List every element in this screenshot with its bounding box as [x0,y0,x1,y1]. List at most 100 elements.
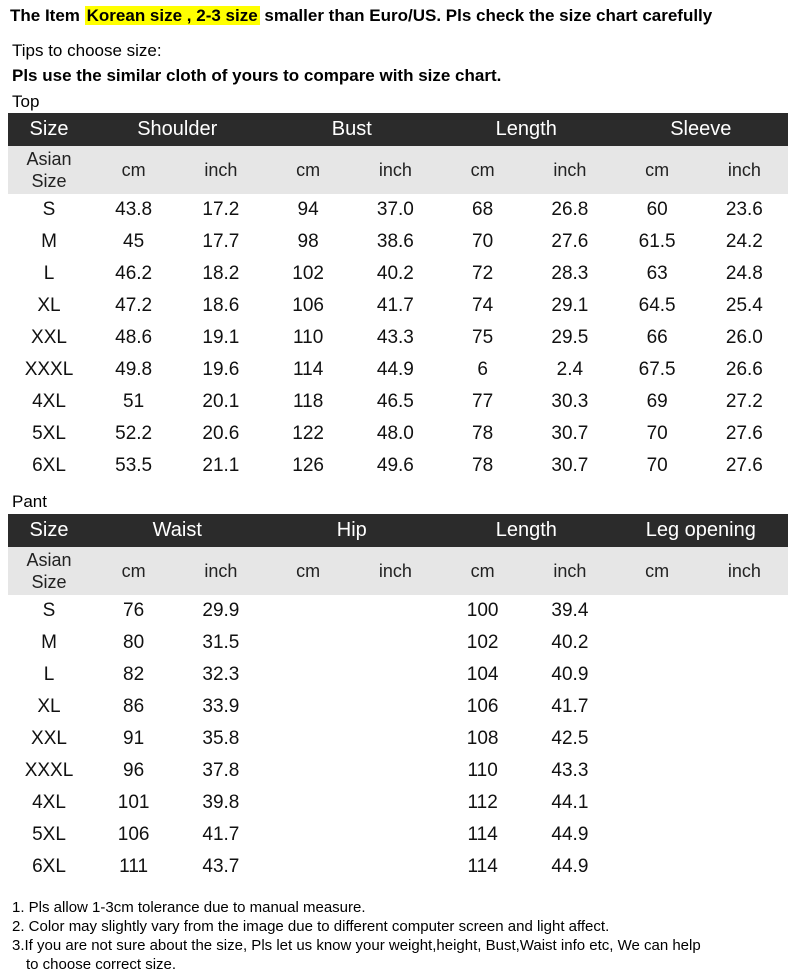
value-cell: 29.5 [551,327,589,348]
size-cell: 5XL [32,423,66,444]
size-cell: M [41,632,57,653]
asian-size-word: Size [31,572,67,592]
value-cell: 42.5 [551,728,589,749]
unit-label: inch [351,547,440,595]
value-cell: 32.3 [202,664,240,685]
unit-row: Asian Size cm inch cm inch cm inch cm inch [8,547,789,595]
value-cell: 112 [467,792,498,813]
value-cell: 6 [477,359,488,380]
value-cell: 41.7 [551,696,589,717]
value-cell: 49.8 [115,359,153,380]
value-cell: 33.9 [202,696,240,717]
table-row: 6XL 111 43.7 114 44.9 [8,851,788,883]
unit-label: cm [264,146,352,194]
size-cell: 6XL [32,856,66,877]
value-cell: 60 [646,199,668,220]
value-cell: 118 [292,391,324,412]
value-cell [701,659,788,691]
value-cell: 30.3 [551,391,589,412]
value-cell: 24.8 [725,263,763,284]
value-cell: 24.2 [725,231,763,252]
unit-label: inch [177,547,265,595]
value-cell: 46.5 [376,391,414,412]
value-cell: 28.3 [551,263,589,284]
unit-label: cm [439,146,527,194]
column-header: Size [8,514,90,547]
note-3: 3.If you are not sure about the size, Pl… [12,937,701,954]
value-cell: 75 [472,327,494,348]
value-cell: 100 [466,600,499,621]
value-cell [265,755,352,787]
value-cell: 17.2 [202,199,240,220]
value-cell: 96 [123,760,145,781]
value-cell: 76 [123,600,145,621]
value-cell [352,659,439,691]
value-cell: 101 [117,792,150,813]
value-cell: 53.5 [115,455,153,476]
value-cell: 44.9 [376,359,414,380]
note-3-continued: to choose correct size. [26,956,177,973]
value-cell: 2.4 [556,359,584,380]
value-cell: 43.3 [551,760,589,781]
value-cell: 25.4 [725,295,763,316]
value-cell: 63 [646,263,668,284]
value-cell: 44.9 [551,824,589,845]
value-cell: 26.8 [551,199,589,220]
value-cell: 104 [466,664,499,685]
table-row: S 43.8 17.2 94 37.0 68 26.8 60 23.6 [8,194,788,226]
asian-size-word: Asian [26,550,72,570]
table-row: 5XL 106 41.7 114 44.9 [8,819,788,851]
value-cell [701,755,788,787]
value-cell: 106 [117,824,150,845]
value-cell [701,723,788,755]
value-cell: 78 [472,455,494,476]
unit-label: inch [177,146,265,194]
column-header: Hip [264,514,440,547]
column-header: Length [439,514,614,547]
size-cell: 4XL [32,391,66,412]
value-cell: 27.2 [725,391,763,412]
asian-size-word: Asian [26,149,72,169]
column-header: Size [8,113,90,146]
header-row: Size Waist Hip Length Leg opening [8,514,789,547]
value-cell: 122 [292,423,324,444]
tips-instruction: Pls use the similar cloth of yours to co… [12,66,502,85]
value-cell [352,787,439,819]
value-cell [265,787,352,819]
value-cell: 31.5 [202,632,240,653]
value-cell: 49.6 [376,455,414,476]
value-cell: 26.0 [725,327,763,348]
value-cell: 30.7 [551,423,589,444]
size-cell: XL [37,696,61,717]
unit-row: Asian Size cm inch cm inch cm inch cm inch [8,146,789,194]
value-cell [352,819,439,851]
size-cell: XL [37,295,61,316]
table-row: 4XL 51 20.1 118 46.5 77 30.3 69 27.2 [8,386,788,418]
value-cell [701,819,788,851]
value-cell: 26.6 [725,359,763,380]
tips-title: Tips to choose size: [12,41,162,60]
value-cell: 68 [472,199,494,220]
table-row: 6XL 53.5 21.1 126 49.6 78 30.7 70 27.6 [8,450,788,482]
value-cell: 86 [123,696,145,717]
value-cell [265,659,352,691]
note-2: 2. Color may slightly vary from the imag… [12,918,610,935]
value-cell: 40.2 [551,632,589,653]
value-cell: 43.7 [202,856,240,877]
unit-label: inch [700,547,789,595]
table-row: M 45 17.7 98 38.6 70 27.6 61.5 24.2 [8,226,788,258]
unit-label: cm [613,547,701,595]
headline: The Item Korean size , 2-3 size smaller … [10,4,796,28]
unit-label: cm [90,547,178,595]
value-cell: 20.1 [202,391,240,412]
value-cell [701,851,788,883]
value-cell: 37.0 [376,199,414,220]
value-cell: 39.8 [202,792,240,813]
value-cell [352,755,439,787]
pant-size-table: Size Waist Hip Length Leg opening Asian Size cm… [8,514,789,883]
unit-label: cm [264,547,352,595]
value-cell [265,851,352,883]
value-cell: 40.2 [376,263,414,284]
value-cell: 106 [466,696,499,717]
value-cell: 43.8 [115,199,153,220]
